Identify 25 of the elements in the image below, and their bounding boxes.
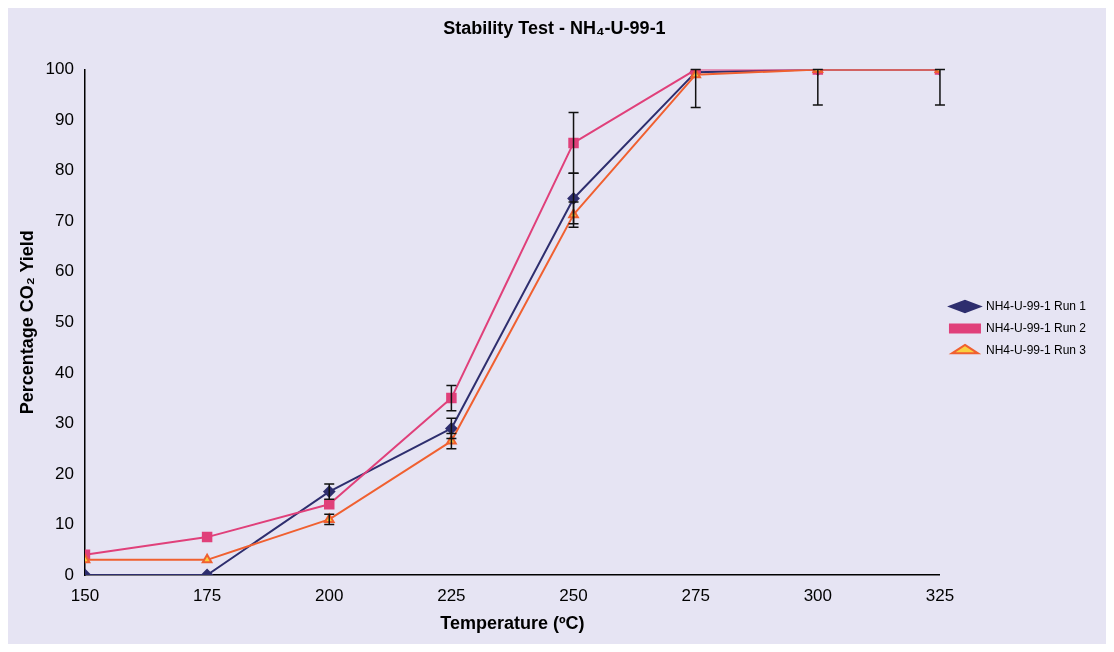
y-tick-label: 50 (55, 311, 74, 331)
x-tick-label: 200 (315, 585, 344, 605)
y-tick-label: 0 (64, 564, 74, 584)
legend-label: NH4-U-99-1 Run 1 (985, 298, 1087, 313)
y-tick-label: 90 (55, 109, 74, 129)
x-tick-label: 150 (70, 585, 100, 605)
x-axis-title: Temperature (ºC) (440, 613, 585, 634)
legend-label: NH4-U-99-1 Run 2 (985, 320, 1087, 335)
y-tick-label: 20 (55, 463, 74, 483)
x-tick-label: 250 (559, 585, 588, 605)
y-tick-label: 10 (55, 514, 74, 534)
y-tick-label: 60 (55, 261, 74, 281)
x-tick-label: 300 (803, 585, 833, 605)
y-tick-label: 30 (55, 413, 74, 433)
legend-label: NH4-U-99-1 Run 3 (985, 342, 1087, 357)
x-tick-label: 225 (437, 585, 466, 605)
y-tick-label: 80 (55, 160, 74, 180)
x-tick-label: 325 (925, 585, 955, 605)
y-tick-label: 100 (45, 59, 74, 79)
chart-title: Stability Test - NH₄-U-99-1 (443, 17, 666, 38)
x-tick-label: 275 (681, 585, 710, 605)
x-tick-label: 175 (192, 585, 222, 605)
y-tick-label: 70 (55, 210, 74, 230)
y-axis-title: Percentage CO₂ Yield (16, 230, 37, 415)
y-tick-label: 40 (55, 362, 74, 382)
